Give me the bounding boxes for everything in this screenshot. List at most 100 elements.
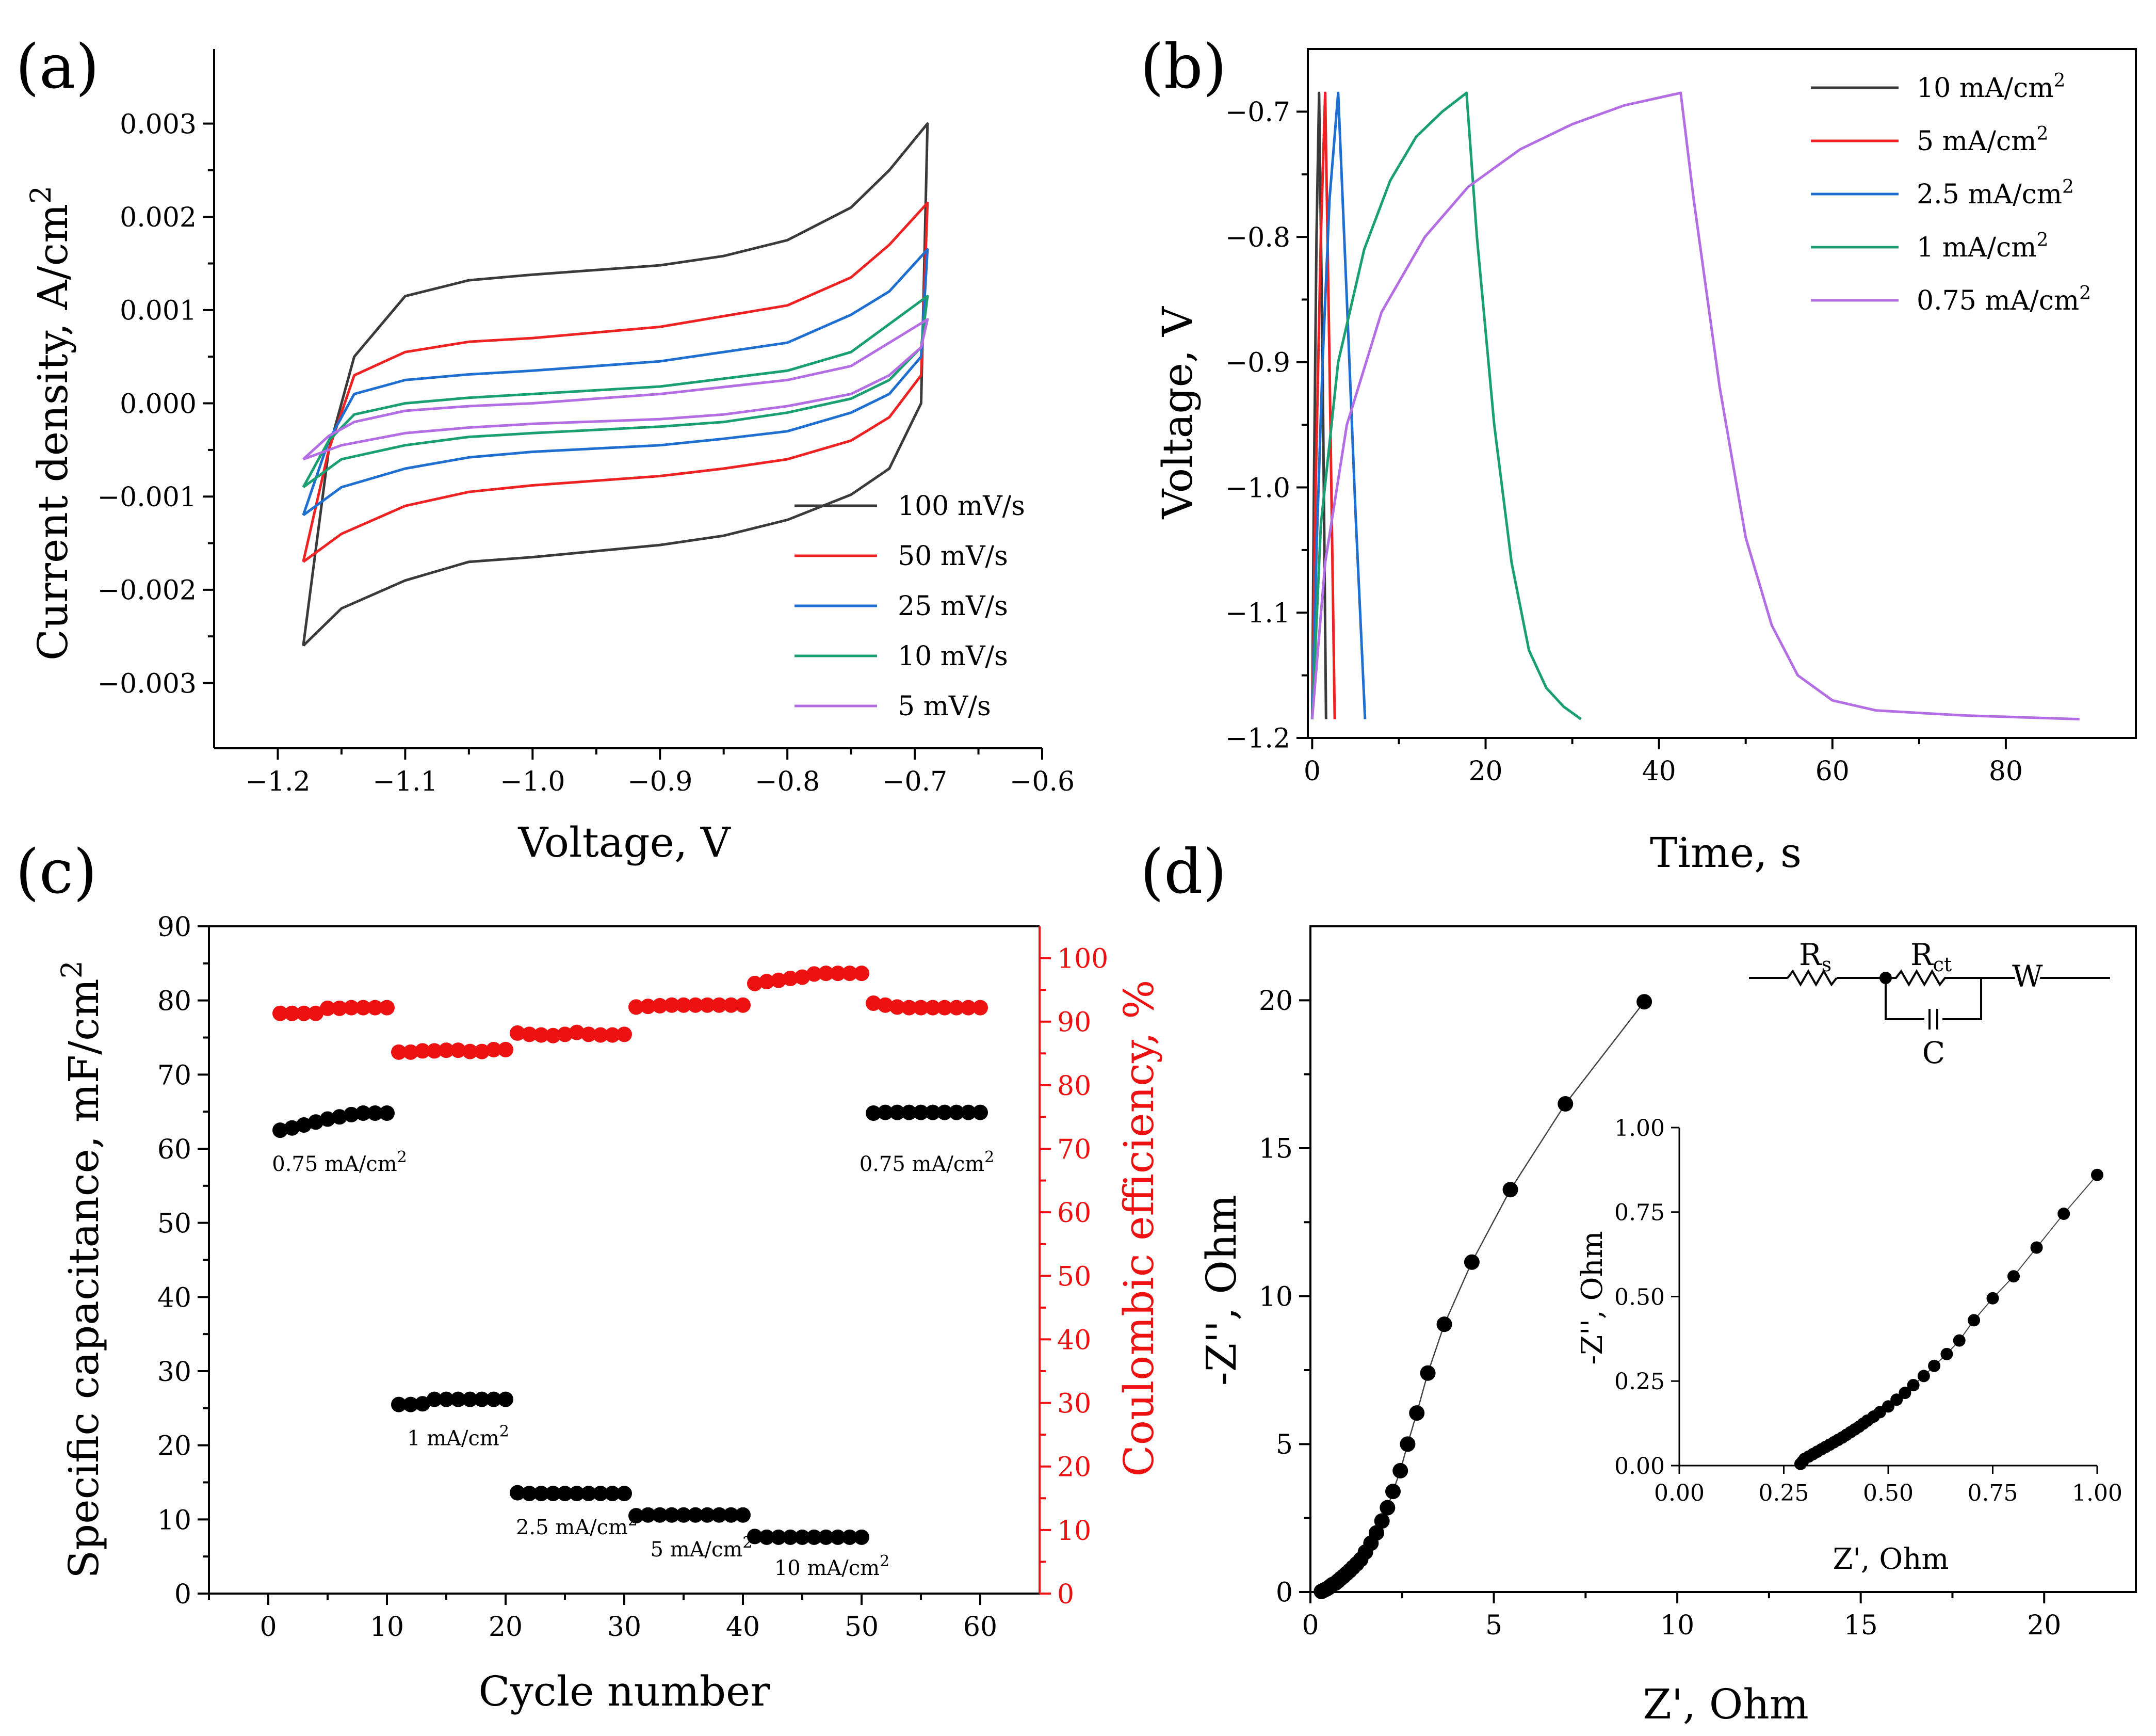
efficiency-point bbox=[771, 972, 786, 988]
capacitance-point bbox=[925, 1104, 941, 1120]
capacitance-point bbox=[652, 1507, 668, 1523]
x-tick-label: 20 bbox=[489, 1612, 523, 1643]
x-tick-label: 20 bbox=[2027, 1610, 2061, 1641]
efficiency-point bbox=[272, 1005, 288, 1021]
efficiency-point bbox=[866, 995, 881, 1011]
circuit-capacitor-branch-right bbox=[1942, 978, 1982, 1020]
y-tick-label: 0.003 bbox=[120, 109, 197, 140]
efficiency-point bbox=[711, 997, 727, 1013]
legend-label: 10 mA/cm2 bbox=[1917, 70, 2065, 104]
panel-b-chart: 0 20 40 60 80 −1.2 −1.1 −1.0 −0.9 −0.8 −0.7 Time, … bbox=[1154, 48, 2137, 877]
x-tick-label: 20 bbox=[1468, 756, 1502, 787]
y-tick-label-right: 100 bbox=[1057, 944, 1108, 975]
panel-c-ylabel-right: Coulombic efficiency, % bbox=[1115, 980, 1163, 1477]
capacitance-point bbox=[830, 1529, 846, 1545]
y-tick-label-right: 30 bbox=[1057, 1389, 1091, 1420]
capacitance-point bbox=[403, 1396, 418, 1412]
efficiency-point bbox=[664, 997, 679, 1013]
y-tick-label: −1.0 bbox=[1225, 473, 1290, 504]
inset-point bbox=[1899, 1387, 1911, 1400]
capacitance-point bbox=[842, 1529, 857, 1545]
capacitance-point bbox=[308, 1114, 323, 1130]
efficiency-point bbox=[949, 1000, 964, 1016]
y-tick-label-right: 60 bbox=[1057, 1198, 1091, 1229]
y-tick-label-right: 0 bbox=[1057, 1579, 1074, 1610]
panel-a-chart: −1.2 −1.1 −1.0 −0.9 −0.8 −0.7 −0.6 −0.003 −0.002… bbox=[24, 49, 1075, 866]
x-tick-label: 0.50 bbox=[1863, 1480, 1914, 1506]
panel-label-d: (d) bbox=[1140, 836, 1227, 907]
cv-curve-100mvs bbox=[302, 122, 929, 647]
y-tick-label: −0.7 bbox=[1225, 97, 1290, 128]
y-tick-label: 0.001 bbox=[120, 296, 197, 327]
x-tick-label: 0 bbox=[1302, 1610, 1319, 1641]
legend-label: 5 mA/cm2 bbox=[1917, 123, 2048, 157]
inset-point bbox=[1890, 1393, 1903, 1406]
capacitance-point bbox=[961, 1104, 976, 1120]
efficiency-point bbox=[759, 974, 774, 990]
gcd-curve bbox=[1310, 91, 2080, 721]
y-tick-label: −0.9 bbox=[1225, 348, 1290, 379]
x-tick-label: 0 bbox=[260, 1612, 277, 1643]
efficiency-point bbox=[747, 975, 763, 991]
inset-point bbox=[1917, 1370, 1930, 1383]
rate-annotation: 0.75 mA/cm2 bbox=[860, 1148, 995, 1177]
equivalent-circuit: Rs Rct W C bbox=[1749, 937, 2110, 1070]
y-tick-label: 15 bbox=[1259, 1134, 1293, 1165]
capacitance-point bbox=[783, 1529, 798, 1545]
y-tick-label-right: 20 bbox=[1057, 1452, 1091, 1483]
legend-label: 5 mV/s bbox=[898, 691, 991, 722]
capacitance-point bbox=[723, 1507, 739, 1523]
x-tick-label: −0.8 bbox=[755, 766, 820, 797]
gcd-curve bbox=[1310, 91, 1582, 720]
efficiency-point bbox=[439, 1042, 454, 1058]
capacitance-point bbox=[272, 1122, 288, 1138]
y-tick-label-left: 80 bbox=[157, 986, 191, 1017]
nyquist-point bbox=[1392, 1462, 1408, 1478]
capacitance-point bbox=[735, 1507, 751, 1523]
nyquist-point bbox=[1636, 994, 1652, 1010]
panel-c-chart: 0 10 20 30 40 50 60 0 10 20 30 40 50 60 70 80 90 0 10 20 30 4… bbox=[55, 912, 1163, 1715]
nyquist-point bbox=[1558, 1096, 1574, 1112]
plot-frame bbox=[1307, 48, 2137, 739]
y-tick-label-left: 70 bbox=[157, 1060, 191, 1091]
inset-line bbox=[1800, 1175, 2098, 1465]
y-tick-label: 0.50 bbox=[1614, 1284, 1665, 1310]
capacitance-point bbox=[581, 1486, 596, 1502]
y-tick-label-right: 50 bbox=[1057, 1261, 1091, 1292]
circuit-label-rct: Rct bbox=[1910, 937, 1952, 976]
panel-label-a: (a) bbox=[15, 31, 99, 102]
inset-point bbox=[2007, 1270, 2020, 1283]
capacitance-point bbox=[486, 1391, 501, 1407]
y-tick-label: 0.000 bbox=[120, 389, 197, 420]
efficiency-point bbox=[522, 1026, 537, 1042]
cv-curve-25mvs bbox=[302, 248, 929, 517]
circuit-resistor-rs bbox=[1787, 969, 1838, 987]
inset-point bbox=[1928, 1359, 1941, 1372]
efficiency-point bbox=[640, 999, 656, 1015]
capacitance-point bbox=[522, 1486, 537, 1502]
legend-label: 50 mV/s bbox=[898, 541, 1008, 572]
y-tick-label-left: 20 bbox=[157, 1431, 191, 1462]
capacitance-point bbox=[854, 1529, 869, 1545]
efficiency-point bbox=[498, 1041, 513, 1057]
panel-a-ylabel: Current density, A/cm2 bbox=[24, 186, 77, 661]
capacitance-point bbox=[510, 1485, 525, 1501]
efficiency-point bbox=[806, 966, 822, 982]
inset-point bbox=[2091, 1168, 2103, 1181]
x-tick-label: −0.7 bbox=[882, 766, 947, 797]
y-tick-label-right: 80 bbox=[1057, 1071, 1091, 1102]
x-tick-label: 1.00 bbox=[2072, 1480, 2122, 1506]
legend-label: 10 mV/s bbox=[898, 641, 1008, 672]
efficiency-point bbox=[628, 999, 644, 1015]
nyquist-point bbox=[1502, 1182, 1518, 1198]
efficiency-point bbox=[486, 1041, 501, 1057]
efficiency-point bbox=[830, 966, 846, 982]
efficiency-point bbox=[605, 1027, 620, 1043]
efficiency-point bbox=[842, 966, 857, 982]
capacitance-point bbox=[427, 1391, 442, 1407]
capacitance-point bbox=[557, 1486, 573, 1502]
efficiency-point bbox=[700, 997, 715, 1013]
y-tick-label-left: 0 bbox=[174, 1579, 191, 1610]
gcd-curve bbox=[1310, 91, 1327, 719]
